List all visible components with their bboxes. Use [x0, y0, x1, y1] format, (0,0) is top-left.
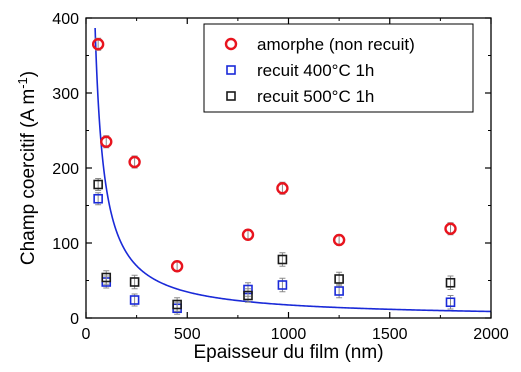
- y-tick-label: 300: [52, 86, 79, 103]
- y-tick-label: 100: [52, 236, 79, 253]
- y-axis-title-superscript: -1: [15, 77, 30, 89]
- axis-ticks: 0 500 1000 1500 2000 0 100 200 300 400: [52, 11, 509, 343]
- legend: amorphe (non recuit) recuit 400°C 1h recui…: [203, 23, 474, 113]
- fit-curve: [94, 28, 492, 313]
- data-point-recuit-400: [445, 297, 456, 308]
- x-tick-label: 1000: [271, 326, 307, 343]
- data-point-recuit-400: [277, 280, 288, 290]
- data-point-recuit-500: [101, 272, 112, 283]
- data-point-amorphe: [91, 38, 105, 51]
- y-axis-title: Champ coercitif (A m-1): [15, 71, 40, 265]
- legend-label: recuit 400°C 1h: [257, 61, 374, 80]
- legend-marker-square: [226, 91, 236, 101]
- data-point-recuit-400: [334, 286, 344, 296]
- y-axis-title-main: Champ coercitif (A m: [18, 89, 39, 265]
- legend-items: amorphe (non recuit) recuit 400°C 1h recui…: [224, 35, 415, 106]
- legend-box: [203, 23, 474, 113]
- data-point-amorphe: [444, 222, 457, 235]
- data-point-recuit-400: [129, 295, 140, 305]
- legend-marker-square: [226, 65, 236, 75]
- legend-label: recuit 500°C 1h: [257, 87, 374, 106]
- data-point-recuit-500: [172, 299, 182, 310]
- legend-marker-circle: [224, 37, 238, 51]
- y-tick-label: 0: [70, 311, 79, 328]
- data-point-recuit-500: [129, 277, 140, 287]
- data-point-amorphe: [332, 233, 346, 247]
- data-point-recuit-500: [243, 290, 253, 301]
- x-tick-label: 1500: [372, 326, 408, 343]
- x-axis-title: Epaisseur du film (nm): [193, 342, 383, 363]
- y-axis-title-close: ): [18, 71, 39, 77]
- data-point-recuit-500: [445, 277, 456, 288]
- data-point-amorphe: [100, 135, 113, 148]
- data-point-amorphe: [276, 182, 289, 195]
- x-tick-label: 2000: [473, 326, 509, 343]
- y-tick-label: 200: [52, 161, 79, 178]
- data-point-recuit-400: [93, 193, 103, 204]
- data-point-amorphe: [170, 260, 184, 273]
- data-points-layer: [91, 37, 457, 315]
- data-point-recuit-500: [93, 179, 103, 190]
- y-tick-label: 400: [52, 11, 79, 28]
- x-tick-label: 500: [174, 326, 201, 343]
- data-point-recuit-500: [334, 274, 344, 284]
- x-tick-label: 0: [82, 326, 91, 343]
- data-point-amorphe: [241, 228, 255, 241]
- fit-curve-layer: [94, 28, 492, 313]
- legend-label: amorphe (non recuit): [257, 35, 415, 54]
- data-point-recuit-500: [277, 254, 288, 265]
- data-point-amorphe: [128, 155, 141, 169]
